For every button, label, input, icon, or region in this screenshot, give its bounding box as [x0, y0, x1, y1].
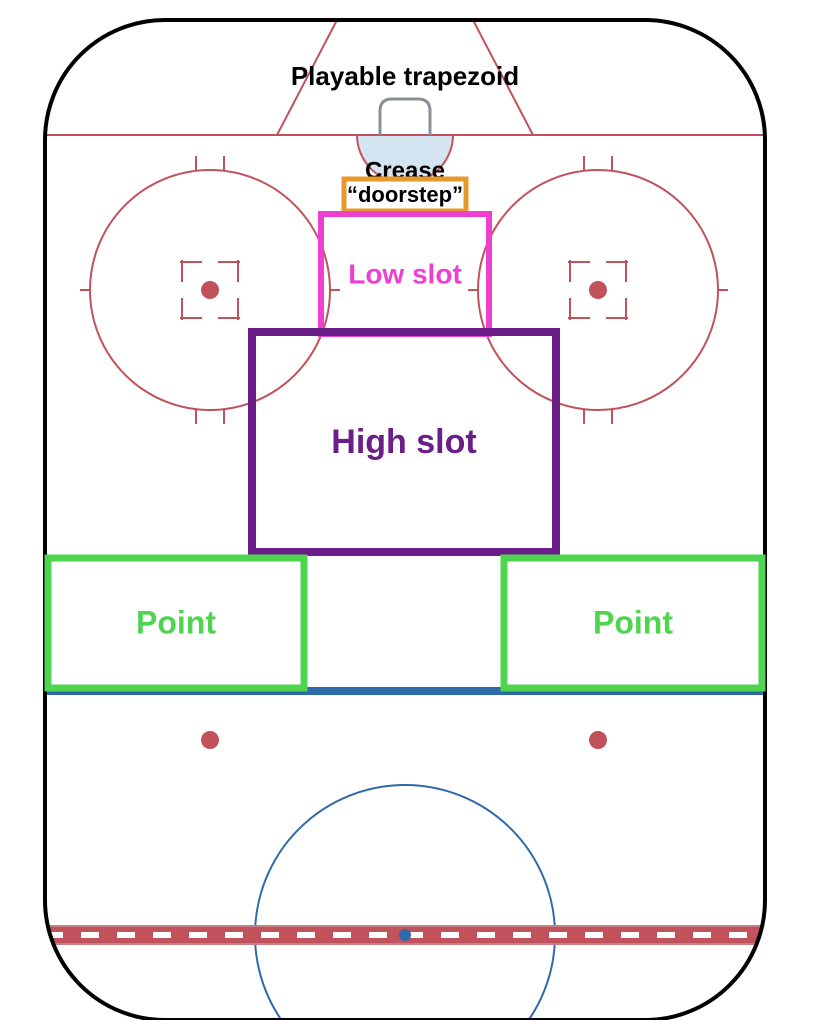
point-left-label: Point — [136, 604, 216, 640]
neutral-dot-right — [589, 731, 607, 749]
hockey-zones-diagram: Playable trapezoidCrease“doorstep”Low sl… — [0, 0, 813, 1020]
trapezoid-label: Playable trapezoid — [291, 61, 519, 91]
neutral-dot-left — [201, 731, 219, 749]
high-slot-label: High slot — [331, 423, 476, 461]
center-dot — [399, 929, 411, 941]
rink-svg: Playable trapezoidCrease“doorstep”Low sl… — [0, 0, 813, 1020]
point-right-label: Point — [593, 604, 673, 640]
low-slot-label: Low slot — [348, 258, 462, 289]
doorstep-label: “doorstep” — [347, 182, 463, 207]
